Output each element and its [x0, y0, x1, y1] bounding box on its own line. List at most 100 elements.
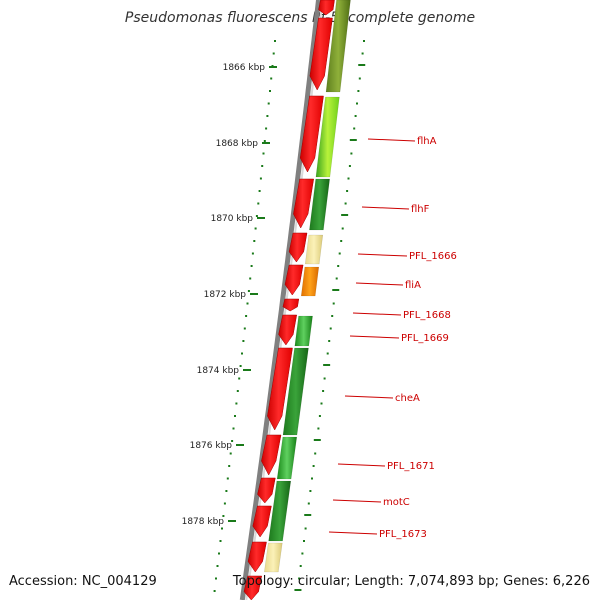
scale-dot — [228, 465, 231, 467]
scale-dot — [254, 227, 257, 230]
scale-dot — [251, 252, 254, 255]
cog-block — [276, 436, 298, 480]
cog-block — [315, 96, 340, 178]
scale-dot — [225, 490, 228, 492]
gene-arrow-forward — [257, 477, 276, 504]
scale-dot — [329, 327, 332, 330]
gene-arrow-forward — [318, 0, 335, 16]
gene-label: flhF — [411, 204, 430, 215]
scale-dot — [262, 152, 265, 155]
scale-dot — [213, 590, 216, 592]
scale-dot — [320, 402, 323, 405]
scale-dot — [299, 565, 302, 567]
scale-dot — [270, 77, 273, 80]
scale-dot — [216, 565, 219, 567]
forward-strand-genes — [243, 0, 335, 600]
gene-arrow-forward — [293, 178, 314, 229]
gene-arrow-forward — [299, 95, 324, 173]
scale-dot — [231, 440, 234, 442]
kbp-tick-label: 1870 kbp — [211, 214, 254, 224]
scale-dot — [348, 165, 351, 167]
cog-block — [268, 480, 292, 542]
kbp-tick-label: 1876 kbp — [190, 441, 233, 451]
gene-label-leader — [367, 138, 416, 142]
cog-block — [304, 234, 324, 265]
scale-dot — [246, 302, 249, 305]
scale-dot — [350, 152, 353, 155]
scale-dot — [257, 202, 260, 205]
dotted-scale-right — [294, 40, 366, 591]
scale-dot — [301, 552, 304, 555]
scale-dot — [241, 352, 243, 355]
scale-dot — [255, 215, 258, 217]
map-title: Pseudomonas fluorescens Pf-5, complete g… — [124, 10, 476, 26]
scale-dot — [261, 165, 264, 167]
scale-dot — [344, 202, 347, 205]
scale-dot — [247, 290, 250, 292]
kbp-tick-label: 1872 kbp — [204, 290, 247, 300]
kbp-tick-label: 1868 kbp — [216, 139, 259, 149]
gene-label-leader — [332, 499, 382, 503]
gene-label-leader — [349, 335, 400, 339]
scale-dot — [218, 552, 220, 555]
scale-dot — [263, 140, 266, 142]
scale-dot — [239, 365, 242, 367]
gene-labels: flhA flhF PFL_1666 fliA PFL_1668 PFL_1669 cheA… — [328, 136, 457, 540]
scale-dot — [274, 40, 276, 42]
cog-block — [294, 315, 313, 347]
scale-dot — [309, 490, 312, 492]
gene-label-leader — [352, 312, 402, 316]
kbp-tick-label: 1874 kbp — [197, 366, 240, 376]
scale-dot — [221, 527, 223, 530]
cog-block — [325, 0, 351, 93]
accession-text: Accession: NC_004129 — [9, 574, 157, 589]
scale-dot — [245, 315, 248, 317]
scale-dot — [304, 527, 307, 530]
scale-dot — [322, 390, 325, 392]
scale-dot — [272, 52, 275, 55]
cog-block — [309, 178, 330, 231]
kbp-tick-label: 1866 kbp — [223, 63, 266, 73]
gene-label-leader — [355, 282, 404, 286]
gene-label: PFL_1669 — [401, 333, 449, 344]
scale-dot — [338, 252, 341, 255]
scale-dot — [356, 102, 358, 105]
scale-dot — [323, 377, 326, 380]
scale-dot — [234, 415, 236, 417]
scale-dot — [341, 227, 344, 230]
scale-dot — [243, 327, 246, 330]
scale-dot — [312, 465, 315, 467]
scale-dot — [353, 127, 356, 130]
scale-dot — [318, 415, 321, 417]
gene-label-leader — [328, 531, 378, 535]
scale-dot — [229, 452, 232, 455]
gene-label-leader — [344, 395, 394, 399]
genome-summary-text: Topology: circular; Length: 7,074,893 bp… — [232, 574, 590, 589]
scale-dot — [298, 577, 301, 580]
scale-dot — [363, 40, 365, 42]
scale-dot — [258, 190, 261, 192]
scale-dot — [236, 390, 239, 392]
scale-dot — [259, 177, 262, 180]
gene-label-leader — [361, 206, 410, 210]
scale-dot — [307, 502, 310, 505]
scale-dot — [250, 265, 253, 267]
scale-dot — [253, 240, 256, 242]
gene-label: flhA — [417, 136, 437, 147]
scale-dot — [358, 77, 361, 80]
scale-dot — [232, 427, 235, 430]
scale-dot — [223, 502, 226, 505]
scale-dot — [347, 177, 350, 180]
scale-dot — [269, 90, 271, 92]
gene-label-leader — [357, 253, 408, 257]
scale-dot — [357, 90, 360, 92]
scale-dot — [326, 352, 329, 355]
kbp-ticks: 1866 kbp 1868 kbp 1870 kbp 1872 kbp 1874 kbp… — [182, 63, 277, 527]
scale-dot — [332, 302, 335, 305]
cog-block — [300, 266, 320, 297]
scale-dot — [335, 277, 338, 280]
scale-dot — [346, 190, 349, 192]
cog-block — [282, 347, 309, 436]
scale-dot — [340, 240, 343, 242]
